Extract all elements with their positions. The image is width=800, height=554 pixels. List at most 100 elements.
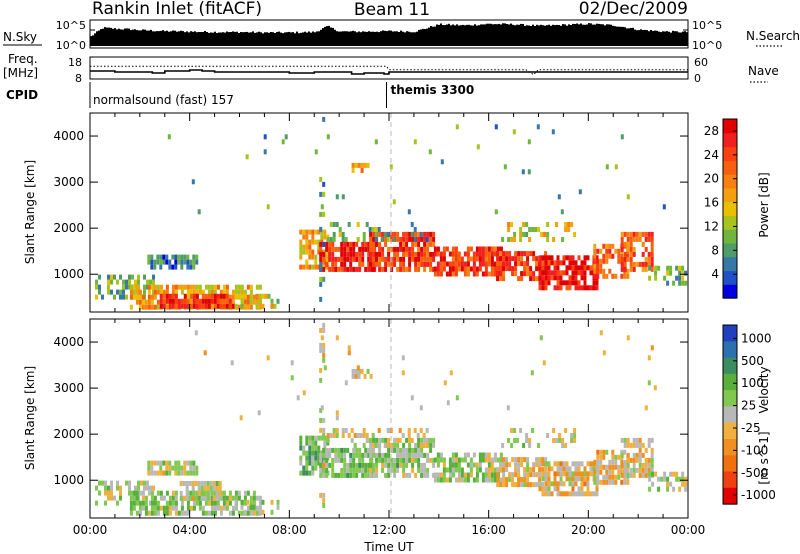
range-gate-cell: [335, 194, 339, 200]
range-gate-cell: [620, 467, 624, 473]
range-gate-cell: [213, 500, 217, 506]
range-gate-cell: [141, 505, 145, 511]
range-gate-cell: [414, 472, 418, 478]
range-gate-cell: [556, 280, 560, 286]
range-gate-cell: [361, 241, 365, 247]
range-gate-cell: [165, 289, 169, 295]
range-gate-cell: [476, 144, 480, 150]
range-gate-cell: [605, 479, 609, 485]
range-gate-cell: [417, 467, 421, 473]
range-gate-cell: [626, 253, 630, 259]
range-gate-cell: [657, 476, 661, 482]
range-gate-cell: [550, 270, 554, 276]
range-gate-cell: [519, 237, 523, 242]
range-gate-cell: [629, 261, 633, 267]
range-gate-cell: [177, 510, 181, 516]
range-gate-cell: [273, 303, 277, 309]
range-gate-cell: [270, 499, 274, 505]
n-sky-label: N.Sky: [3, 30, 37, 44]
range-gate-cell: [541, 276, 545, 282]
range-gate-cell: [638, 261, 642, 267]
range-gate-cell: [439, 457, 443, 463]
range-gate-cell: [632, 462, 636, 468]
range-gate-cell: [179, 496, 183, 501]
range-gate-cell: [377, 428, 381, 433]
range-gate-cell: [457, 261, 461, 267]
range-gate-cell: [460, 477, 464, 483]
range-gate-cell: [234, 303, 238, 309]
range-gate-cell: [152, 289, 155, 295]
range-gate-cell: [319, 191, 323, 197]
n-sky-bar: [260, 32, 262, 46]
range-gate-cell: [411, 251, 415, 257]
range-gate-cell: [605, 449, 609, 455]
power-y-axis-title: Slant Range [km]: [23, 160, 37, 264]
range-gate-cell: [620, 273, 624, 279]
range-gate-cell: [632, 472, 636, 478]
range-gate-cell: [396, 236, 400, 242]
range-gate-cell: [320, 229, 324, 235]
range-gate-cell: [156, 289, 160, 295]
range-gate-cell: [568, 481, 572, 487]
n-sky-bar: [644, 29, 646, 46]
range-gate-cell: [538, 481, 542, 487]
range-gate-cell: [411, 241, 415, 247]
range-gate-cell: [331, 266, 335, 272]
range-gate-cell: [392, 237, 396, 242]
range-gate-cell: [387, 447, 391, 453]
range-gate-cell: [162, 293, 166, 299]
range-gate-cell: [369, 256, 373, 262]
n-sky-bar: [648, 31, 650, 46]
n-sky-bar: [396, 31, 398, 46]
range-gate-cell: [410, 438, 414, 443]
range-gate-cell: [215, 486, 219, 491]
n-sky-bar: [558, 25, 560, 46]
range-gate-cell: [147, 284, 151, 290]
n-sky-bar: [310, 32, 312, 46]
range-gate-cell: [402, 457, 406, 463]
range-gate-cell: [147, 460, 151, 466]
range-gate-cell: [367, 467, 371, 473]
range-gate-cell: [340, 457, 344, 463]
range-gate-cell: [638, 452, 642, 458]
range-gate-cell: [399, 236, 403, 242]
range-gate-cell: [237, 495, 241, 501]
colorbar-swatch: [723, 373, 737, 391]
range-gate-cell: [334, 256, 338, 262]
n-sky-bar: [572, 23, 574, 46]
x-tick-label: 20:00: [571, 523, 606, 537]
range-gate-cell: [107, 279, 110, 285]
range-gate-cell: [602, 273, 606, 279]
power-colorbar-title: Power [dB]: [757, 172, 771, 237]
range-gate-cell: [508, 251, 512, 257]
range-gate-cell: [317, 249, 321, 255]
range-gate-cell: [417, 241, 421, 247]
range-gate-cell: [599, 268, 603, 274]
range-gate-cell: [478, 251, 482, 257]
range-gate-cell: [550, 260, 554, 266]
range-gate-cell: [469, 457, 473, 463]
range-gate-cell: [125, 279, 128, 285]
range-gate-cell: [393, 447, 397, 453]
range-gate-cell: [463, 271, 467, 277]
range-gate-cell: [490, 246, 494, 252]
range-gate-cell: [378, 241, 382, 247]
range-gate-cell: [361, 457, 365, 463]
range-gate-cell: [413, 227, 417, 232]
range-gate-cell: [156, 259, 160, 265]
n-sky-bar: [406, 31, 408, 46]
range-gate-cell: [532, 256, 536, 262]
range-gate-cell: [358, 467, 362, 473]
range-gate-cell: [216, 284, 220, 290]
n-sky-bar: [454, 25, 456, 46]
range-gate-cell: [520, 251, 524, 257]
range-gate-cell: [662, 204, 666, 210]
range-gate-cell: [672, 280, 676, 286]
range-gate-cell: [369, 231, 373, 237]
range-gate-cell: [535, 266, 539, 272]
range-gate-cell: [514, 457, 518, 463]
colorbar-swatch: [723, 439, 737, 456]
range-gate-cell: [517, 462, 521, 468]
range-gate-cell: [346, 266, 350, 272]
